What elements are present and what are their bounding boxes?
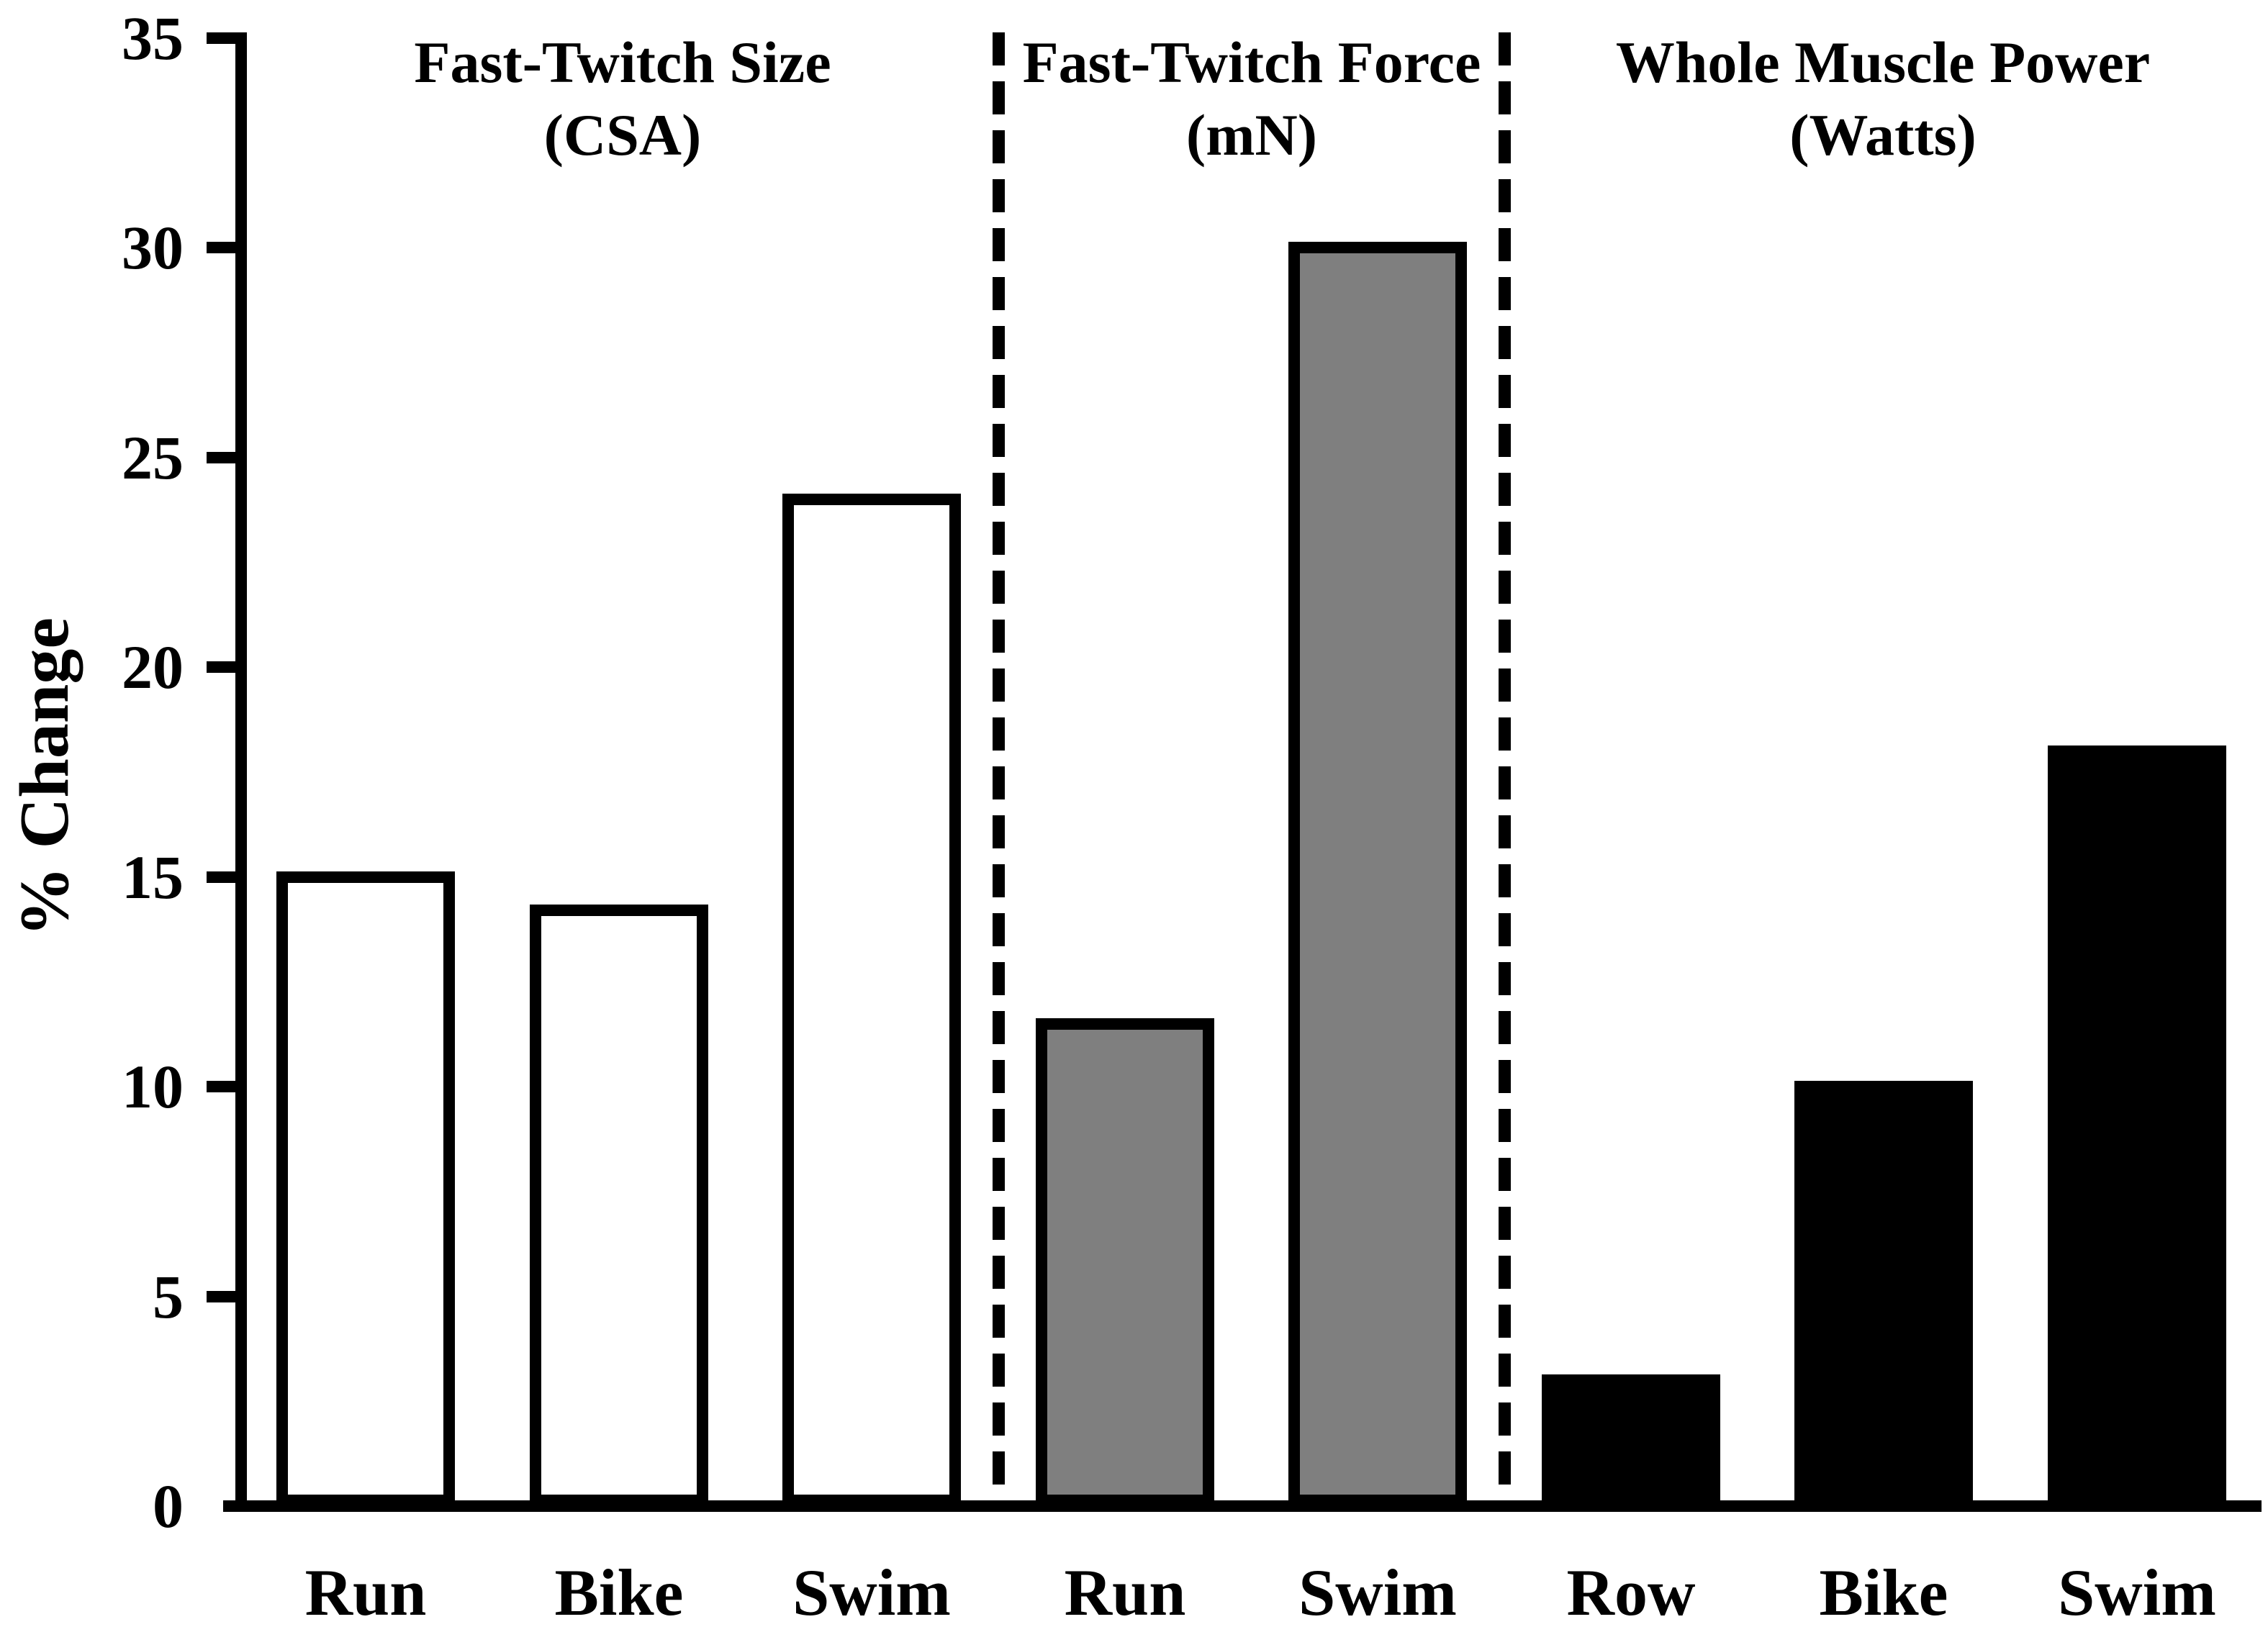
group-header: Fast-Twitch Size (CSA) xyxy=(414,26,831,171)
group-header-line1: Fast-Twitch Force xyxy=(1022,30,1481,95)
bar-row-group3 xyxy=(1542,1374,1720,1506)
y-tick-label: 0 xyxy=(153,1472,184,1541)
x-category-label: Bike xyxy=(554,1556,684,1627)
y-tick-mark xyxy=(207,32,235,44)
y-tick-label: 5 xyxy=(153,1262,184,1331)
y-tick-label: 25 xyxy=(122,423,184,492)
y-tick-label: 10 xyxy=(122,1052,184,1121)
x-category-label: Swim xyxy=(792,1556,951,1627)
bar-swim-group3 xyxy=(2048,745,2226,1506)
y-tick-label: 15 xyxy=(122,843,184,912)
group-header-line2: (Watts) xyxy=(1789,102,1976,168)
y-tick-mark xyxy=(207,661,235,673)
group-header: Whole Muscle Power (Watts) xyxy=(1616,26,2150,171)
section-separator-dashed-line xyxy=(993,32,1005,1500)
bar-run-group2 xyxy=(1036,1018,1214,1506)
bar-bike-group3 xyxy=(1794,1081,1973,1506)
y-tick-mark xyxy=(207,452,235,463)
bar-swim-group2 xyxy=(1288,242,1467,1506)
x-category-label: Swim xyxy=(2058,1556,2216,1627)
x-category-label: Bike xyxy=(1819,1556,1948,1627)
group-header-line2: (mN) xyxy=(1185,102,1318,168)
y-tick-mark xyxy=(207,242,235,253)
group-header-line1: Fast-Twitch Size xyxy=(414,30,831,95)
bar-swim-group1 xyxy=(782,494,961,1506)
y-axis-line xyxy=(235,32,247,1512)
section-separator-dashed-line xyxy=(1499,32,1511,1500)
x-axis-line xyxy=(223,1500,2262,1512)
group-header-line2: (CSA) xyxy=(543,102,702,168)
y-tick-label: 35 xyxy=(122,4,184,73)
y-tick-label: 20 xyxy=(122,633,184,702)
y-tick-mark xyxy=(207,871,235,883)
y-tick-label: 30 xyxy=(122,213,184,282)
group-header: Fast-Twitch Force (mN) xyxy=(1023,26,1481,171)
group-header-line1: Whole Muscle Power xyxy=(1615,30,2151,95)
x-category-label: Run xyxy=(1064,1556,1186,1627)
bar-bike-group1 xyxy=(530,905,708,1506)
x-category-label: Swim xyxy=(1298,1556,1457,1627)
y-tick-mark xyxy=(207,1081,235,1092)
x-category-label: Run xyxy=(304,1556,427,1627)
x-category-label: Row xyxy=(1566,1556,1696,1627)
y-tick-mark xyxy=(207,1291,235,1302)
bar-run-group1 xyxy=(276,871,455,1506)
